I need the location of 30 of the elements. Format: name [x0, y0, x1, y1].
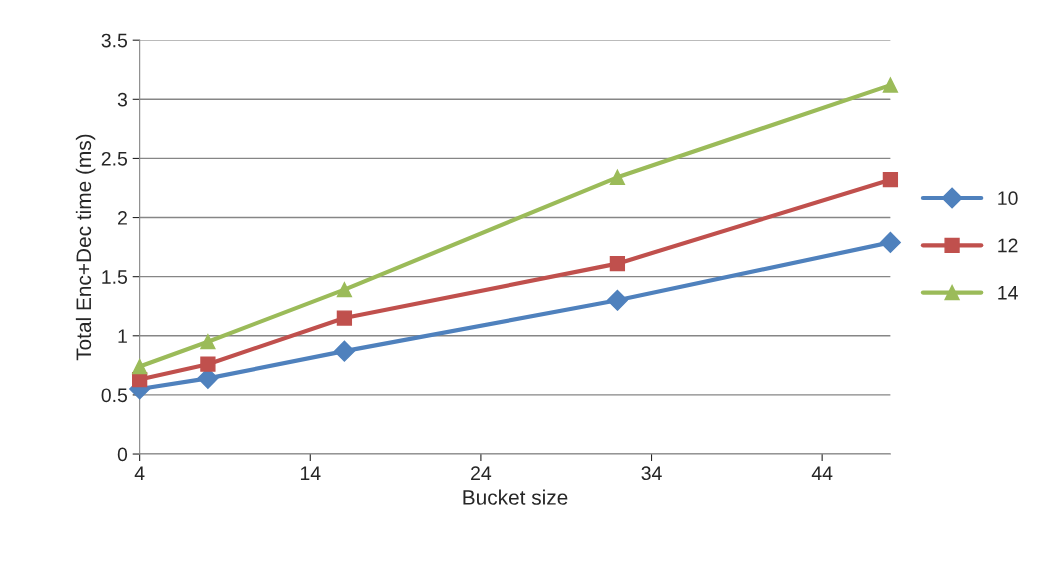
x-tick-label: 44 — [811, 466, 833, 480]
y-tick-label: 0.5 — [101, 388, 128, 403]
point — [609, 256, 626, 272]
x-tick-label: 4 — [134, 466, 145, 480]
point — [609, 169, 626, 185]
x-axis-title: Bucket size — [463, 489, 568, 505]
y-tick-label: 2 — [118, 211, 127, 225]
point — [336, 282, 353, 298]
x-tick-label: 14 — [300, 466, 321, 480]
y-tick-label: 3 — [117, 92, 127, 107]
y-tick-label: 2.5 — [101, 151, 128, 166]
point — [336, 310, 353, 326]
legend-label: 14 — [998, 286, 1018, 300]
point — [132, 358, 148, 375]
y-tick-label: 0 — [117, 447, 128, 462]
legend-label: 10 — [998, 191, 1018, 206]
x-tick-label: 34 — [641, 466, 662, 481]
legend-label: 12 — [998, 238, 1018, 253]
x-tick-label: 24 — [471, 466, 492, 480]
point — [200, 356, 216, 372]
y-tick-label: 1 — [118, 329, 127, 343]
point — [606, 289, 628, 311]
point — [882, 172, 899, 188]
y-axis-title: Total Enc+Dec time (ms) — [75, 134, 96, 361]
point — [882, 77, 899, 93]
y-tick-label: 1.5 — [102, 270, 128, 284]
point — [879, 231, 901, 253]
point — [200, 334, 216, 350]
point — [333, 340, 355, 362]
y-tick-label: 3.5 — [101, 33, 128, 48]
